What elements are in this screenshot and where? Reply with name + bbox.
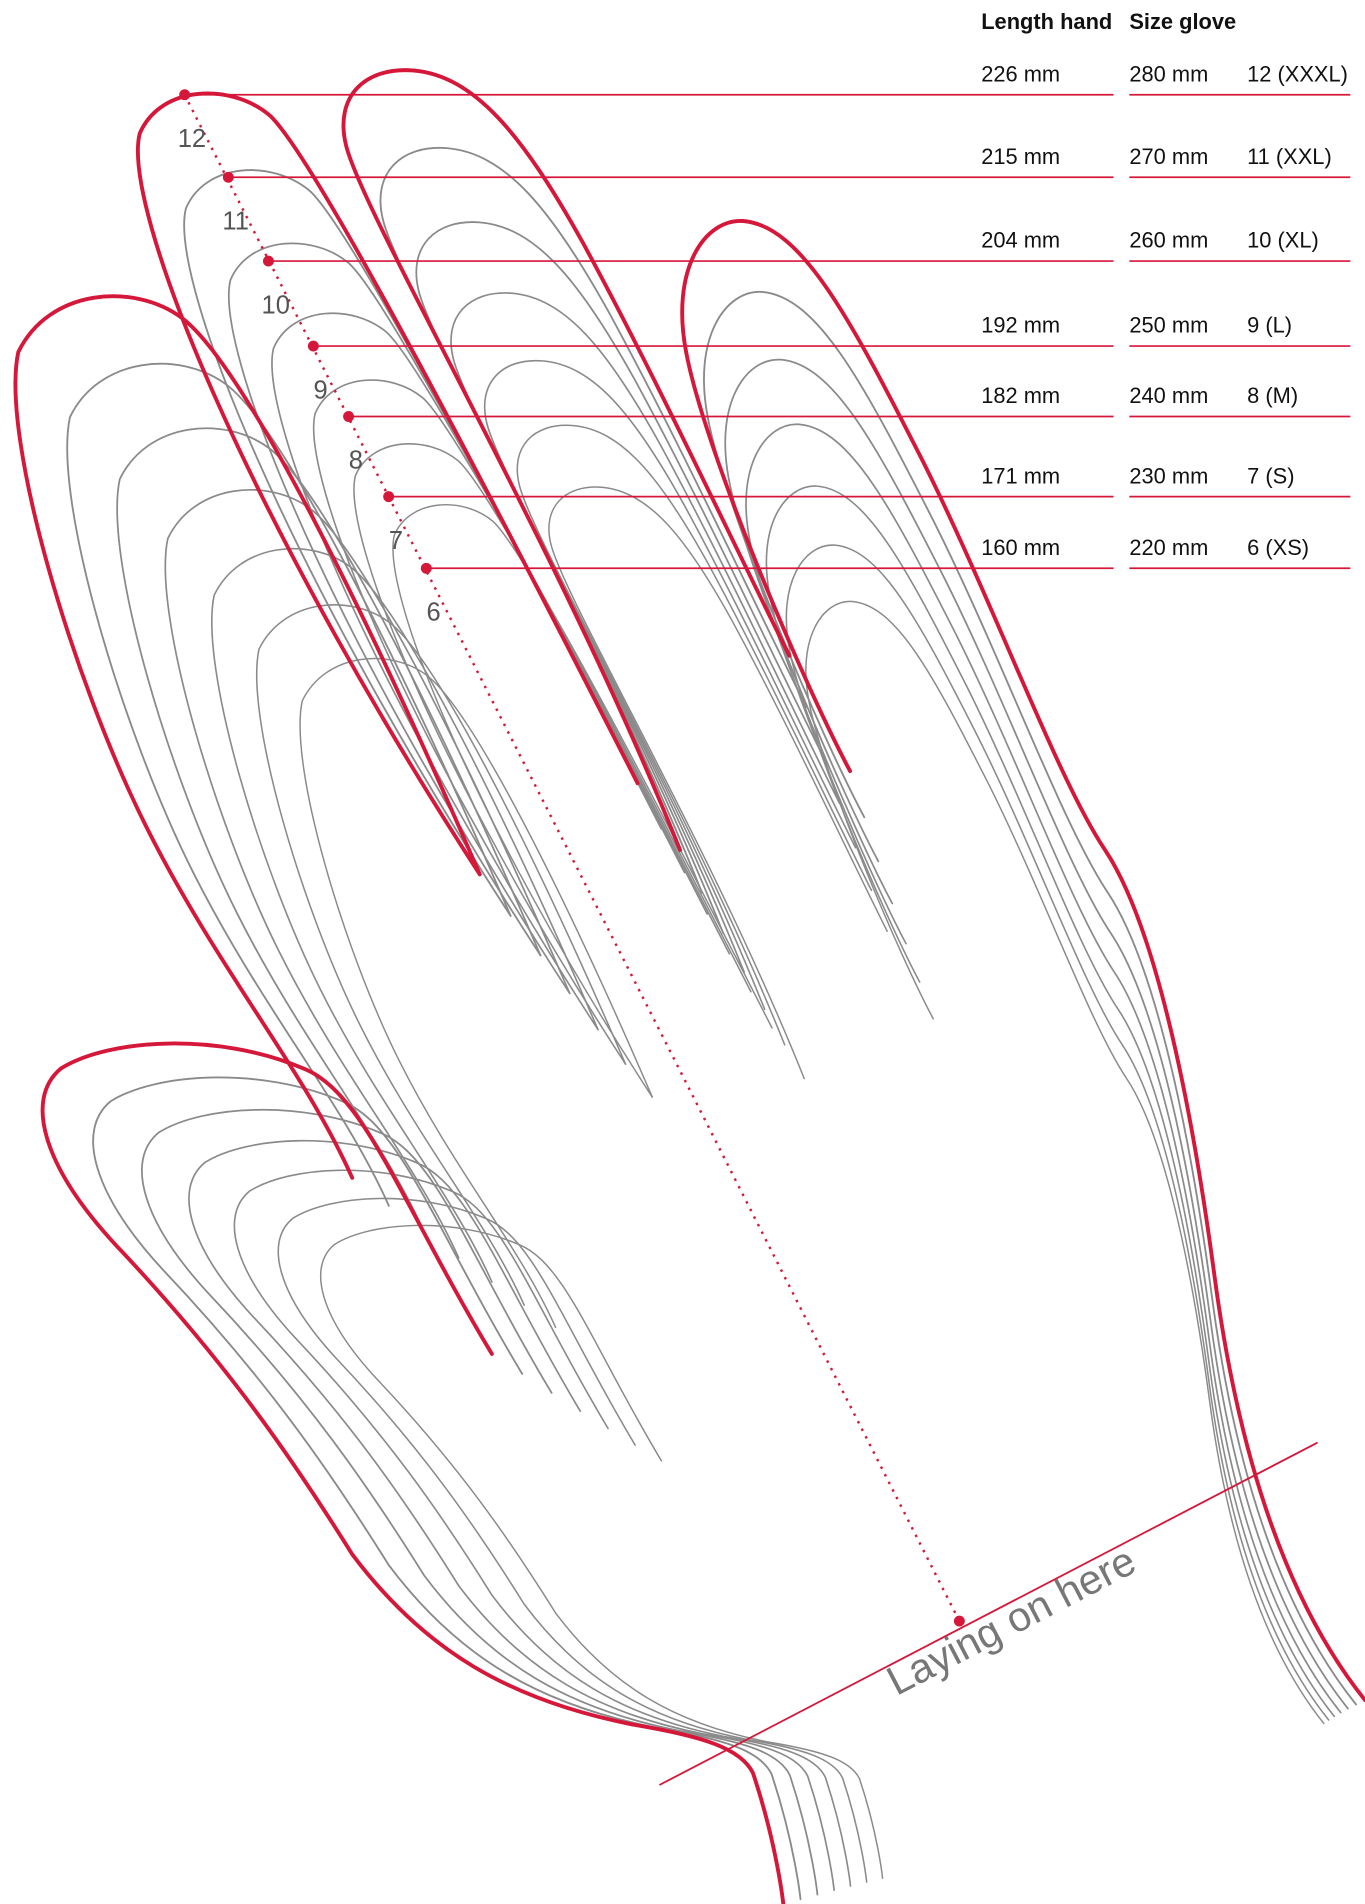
measure-line	[183, 94, 961, 1622]
outline	[233, 1169, 852, 1887]
outline	[277, 1197, 868, 1883]
size-outline	[211, 359, 1336, 1887]
glove-size: 11 (XXL)	[1247, 144, 1332, 169]
pinky-outline	[680, 219, 1365, 1702]
size-point	[343, 411, 355, 422]
outline	[745, 423, 1342, 1714]
hand-length: 226 mm	[981, 61, 1060, 86]
glove-length: 230 mm	[1129, 463, 1208, 488]
outline	[299, 657, 654, 1329]
outline	[211, 547, 599, 1283]
outline	[66, 362, 512, 1207]
size-point	[420, 562, 432, 574]
glove-size: 10 (XL)	[1247, 228, 1319, 253]
outline	[703, 290, 1357, 1706]
size-marker: 6	[426, 599, 440, 627]
glove-size: 6 (XS)	[1247, 535, 1309, 560]
hand-length: 192 mm	[981, 313, 1060, 338]
hand-length: 204 mm	[981, 228, 1060, 253]
glove-size: 7 (S)	[1247, 463, 1294, 488]
outline	[483, 359, 857, 1011]
wrist-point	[953, 1615, 965, 1627]
size-marker: 9	[314, 376, 328, 404]
hand-outlines	[13, 68, 1365, 1904]
outline	[805, 600, 1325, 1725]
wrist-label: Laying on here	[879, 1537, 1142, 1704]
size-marker: 10	[262, 291, 290, 319]
outline	[319, 1224, 884, 1879]
outline	[188, 1139, 835, 1892]
outline	[183, 169, 663, 917]
hand-length: 160 mm	[981, 535, 1060, 560]
outline	[392, 504, 773, 1098]
size-point	[307, 340, 319, 352]
thumb-outline	[40, 1041, 786, 1904]
hand-length: 182 mm	[981, 383, 1060, 408]
glove-size: 8 (M)	[1247, 383, 1298, 408]
size-point	[262, 255, 274, 267]
glove-length: 270 mm	[1129, 144, 1208, 169]
outline	[548, 486, 888, 1080]
column-header: Size glove	[1129, 9, 1236, 34]
size-outline	[164, 292, 1342, 1892]
glove-length: 280 mm	[1129, 61, 1208, 86]
glove-size: 9 (L)	[1247, 313, 1292, 338]
ring-outline	[341, 68, 792, 852]
column-header: Length hand	[981, 9, 1112, 34]
size-point	[222, 171, 234, 183]
size-marker: 7	[389, 527, 403, 555]
glove-length: 260 mm	[1129, 228, 1208, 253]
size-marker: 11	[222, 208, 248, 236]
size-outline	[299, 486, 1325, 1879]
outline	[724, 358, 1349, 1710]
outline	[140, 1108, 819, 1896]
outline	[271, 312, 709, 995]
size-point	[179, 89, 191, 101]
size-rows: 12 226 mm 280 mm 12 (XXXL) 11 215 mm 270 mm 11 …	[178, 61, 1351, 627]
wrist-line	[659, 1441, 1318, 1786]
outline	[116, 427, 542, 1234]
size-outline	[255, 424, 1330, 1883]
size-outline	[66, 147, 1357, 1901]
size-point	[383, 491, 395, 503]
hand-length: 215 mm	[981, 144, 1060, 169]
hand-length: 171 mm	[981, 463, 1060, 488]
glove-length: 240 mm	[1129, 383, 1208, 408]
glove-length: 220 mm	[1129, 535, 1208, 560]
outline	[516, 424, 873, 1046]
index-outline	[13, 294, 482, 1180]
outline	[255, 604, 627, 1306]
glove-size: 12 (XXXL)	[1247, 61, 1348, 86]
size-marker: 8	[349, 447, 363, 475]
outline	[785, 544, 1330, 1721]
outline	[227, 242, 686, 957]
glove-length: 250 mm	[1129, 313, 1208, 338]
outline	[353, 443, 752, 1065]
outline	[164, 489, 571, 1259]
size-marker: 12	[178, 125, 206, 153]
outline	[312, 379, 731, 1031]
